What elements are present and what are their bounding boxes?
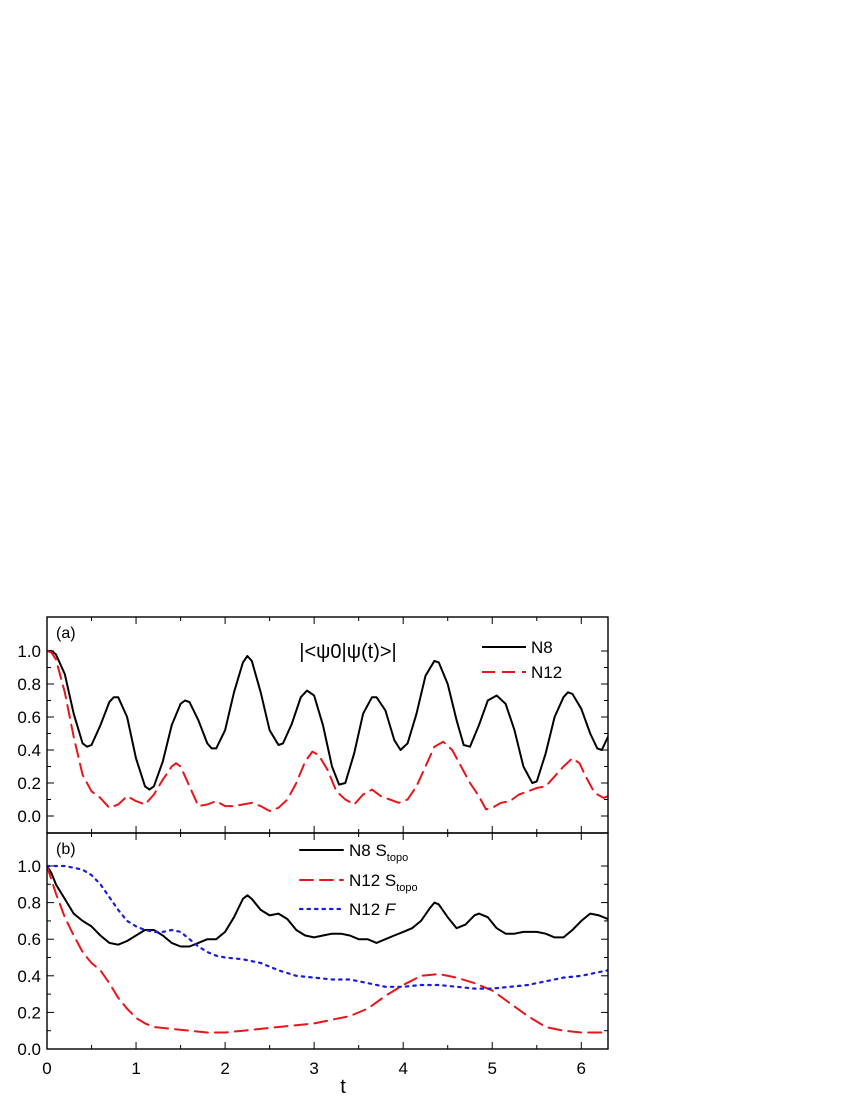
- legend-label-main: N8 S: [349, 841, 387, 860]
- series-line-n12: [47, 650, 608, 812]
- legend-label-subscript: topo: [396, 882, 417, 894]
- x-tick-label: 3: [309, 1059, 318, 1078]
- series-lines: [47, 650, 608, 812]
- y-tick-label: 0.0: [17, 807, 41, 826]
- plot-frame: [46, 832, 609, 1050]
- y-tick-label: 0.2: [17, 774, 41, 793]
- x-tick-label: 6: [577, 1059, 586, 1078]
- y-tick-label: 0.8: [17, 894, 41, 913]
- legend-label-main: N12: [349, 900, 385, 919]
- y-tick-label: 0.4: [17, 967, 41, 986]
- x-tick-label: 0: [42, 1059, 51, 1078]
- legend-label-italic: F: [385, 900, 397, 919]
- y-tick-label: 0.8: [17, 675, 41, 694]
- y-tick-label: 0.0: [17, 1040, 41, 1059]
- legend-label: N12 Stopo: [349, 871, 418, 894]
- panel-a: 0.0 0.2 0.4 0.6 0.8 1.0 (a) |<ψ0|ψ(t)>| N8 N12: [17, 616, 609, 834]
- formula-annotation: |<ψ0|ψ(t)>|: [299, 641, 396, 663]
- x-tick-label: 1: [131, 1059, 140, 1078]
- legend-label: N8: [531, 638, 553, 657]
- x-tick-label: 2: [220, 1059, 229, 1078]
- y-tick-label: 1.0: [17, 642, 41, 661]
- legend-label-subscript: topo: [387, 852, 408, 864]
- series-line-n12-s: [47, 865, 608, 1034]
- legend-label: N12 F: [349, 900, 397, 919]
- series-lines: [47, 864, 608, 1034]
- legend-label: N8 Stopo: [349, 841, 408, 864]
- series-line-n8: [47, 650, 608, 791]
- y-tick-label: 1.0: [17, 857, 41, 876]
- x-tick-label: 4: [398, 1059, 407, 1078]
- panel-label: (a): [56, 625, 76, 642]
- series-line-n12-f: [47, 864, 608, 990]
- y-tick-label: 0.6: [17, 708, 41, 727]
- x-tick-label: 5: [488, 1059, 497, 1078]
- y-tick-label: 0.4: [17, 741, 41, 760]
- y-tick-label: 0.6: [17, 930, 41, 949]
- tick-marks: [46, 833, 608, 1050]
- legend-label: N12: [531, 663, 562, 682]
- y-tick-label: 0.2: [17, 1003, 41, 1022]
- legend-label-main: N12 S: [349, 871, 396, 890]
- series-line-n8-s: [47, 865, 608, 948]
- panel-b: 0.00.20.40.60.81.00 1 2 3 4 5 6t(b) N8 StopoN12…: [17, 832, 609, 1098]
- panel-label: (b): [56, 841, 76, 858]
- x-axis-label: t: [340, 1076, 346, 1098]
